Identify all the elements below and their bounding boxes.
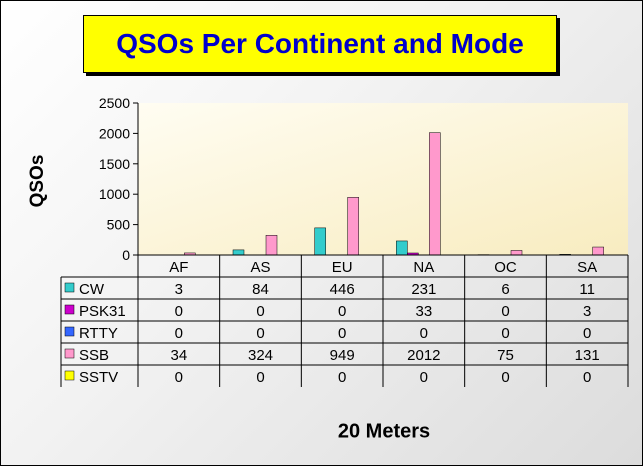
y-tick-label: 0 [122, 247, 130, 263]
legend-label: SSTV [79, 369, 118, 386]
x-tick-label: SA [577, 259, 597, 276]
data-label: 11 [579, 281, 595, 298]
bar-cw-eu [315, 228, 326, 255]
data-label: 84 [252, 281, 269, 298]
legend-label: RTTY [79, 325, 118, 342]
legend-key-rtty [65, 327, 74, 336]
data-label: 0 [175, 369, 183, 386]
legend-label: CW [79, 281, 105, 298]
data-label: 324 [248, 347, 273, 364]
data-label: 0 [338, 369, 346, 386]
data-label: 0 [256, 325, 264, 342]
data-label: 2012 [407, 347, 440, 364]
data-label: 231 [411, 281, 436, 298]
data-label: 0 [583, 369, 591, 386]
data-label: 0 [338, 325, 346, 342]
bar-ssb-oc [511, 250, 522, 255]
data-label: 0 [338, 303, 346, 320]
plot-area [138, 103, 628, 255]
data-label: 3 [175, 281, 183, 298]
data-label: 0 [256, 303, 264, 320]
bar-cw-as [233, 250, 244, 255]
y-tick-label: 500 [107, 217, 131, 233]
legend-label: PSK31 [79, 303, 126, 320]
bar-ssb-as [266, 235, 277, 255]
y-tick-label: 2500 [99, 95, 130, 111]
data-label: 33 [415, 303, 432, 320]
bar-cw-na [396, 241, 407, 255]
data-label: 0 [501, 369, 509, 386]
data-label: 34 [170, 347, 187, 364]
legend-key-cw [65, 283, 74, 292]
legend-label: SSB [79, 347, 109, 364]
x-tick-label: EU [332, 259, 353, 276]
data-label: 0 [501, 303, 509, 320]
data-label: 0 [501, 325, 509, 342]
bar-ssb-eu [348, 197, 359, 255]
data-label: 3 [583, 303, 591, 320]
legend-key-sstv [65, 371, 74, 380]
data-label: 0 [583, 325, 591, 342]
data-label: 0 [256, 369, 264, 386]
x-tick-label: AS [250, 259, 270, 276]
data-label: 75 [497, 347, 514, 364]
y-tick-label: 1500 [99, 156, 130, 172]
bar-ssb-na [429, 133, 440, 255]
x-tick-label: AF [169, 259, 188, 276]
data-label: 949 [330, 347, 355, 364]
data-label: 0 [175, 325, 183, 342]
data-label: 0 [420, 325, 428, 342]
y-tick-label: 1000 [99, 186, 130, 202]
bar-ssb-sa [593, 247, 604, 255]
x-tick-label: NA [413, 259, 434, 276]
legend-key-psk31 [65, 305, 74, 314]
x-tick-label: OC [494, 259, 517, 276]
data-label: 131 [575, 347, 600, 364]
y-tick-label: 2000 [99, 125, 130, 141]
data-label: 0 [420, 369, 428, 386]
legend-key-ssb [65, 349, 74, 358]
data-label: 0 [175, 303, 183, 320]
data-label: 446 [330, 281, 355, 298]
data-label: 6 [501, 281, 509, 298]
